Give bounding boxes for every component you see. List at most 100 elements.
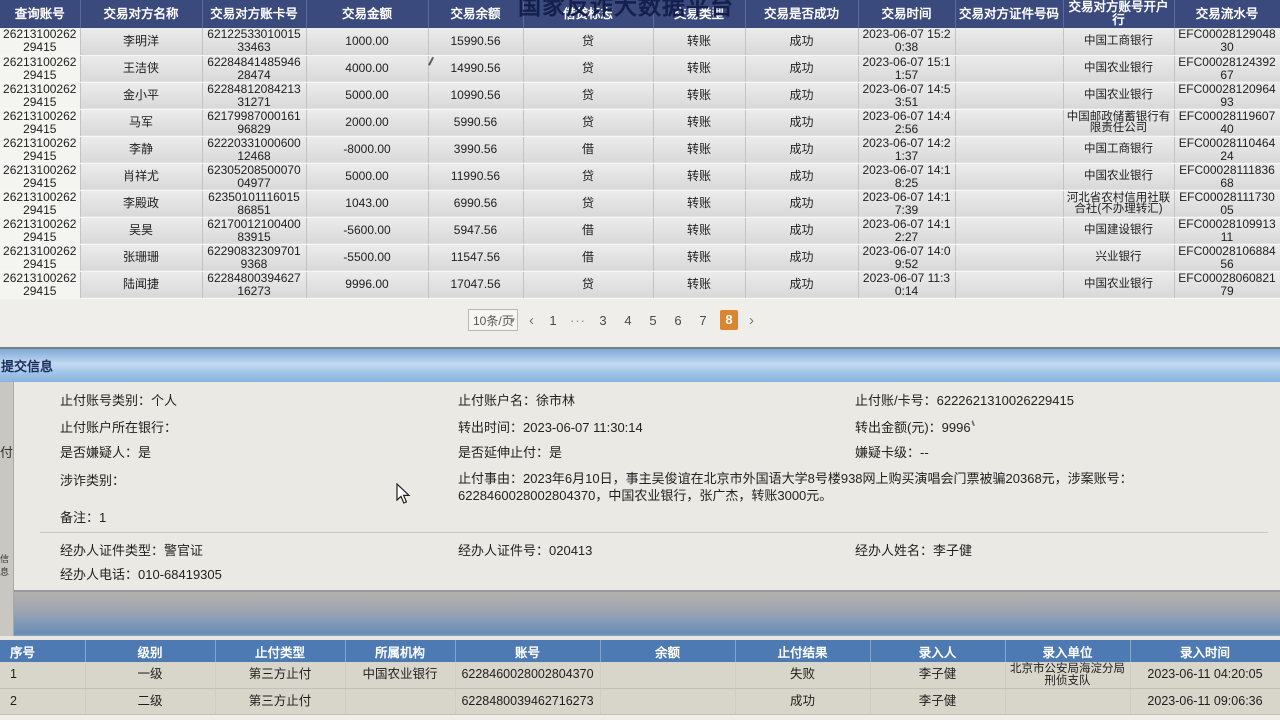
pagination-page[interactable]: 7 <box>699 312 707 328</box>
transaction-row: 2621310026229415 李静 6222033100060012468 -80… <box>0 136 1280 164</box>
info-field: 是否延伸止付：是 <box>458 445 563 460</box>
chevron-down-icon: ▾ <box>510 315 515 325</box>
cell: 2621310026229415 <box>0 190 81 218</box>
pagination: 10条/页 ▾ ‹ 1 ··· 3 4 5 6 7 8 › <box>0 302 1252 338</box>
page-size-label: 10条/页 <box>473 313 514 328</box>
info-field: 止付账/卡号：6222621310026229415 <box>855 393 1074 408</box>
info-field: 嫌疑卡级：-- <box>855 445 929 460</box>
cell: 成功 <box>745 163 859 191</box>
cell: EFC0002810991311 <box>1174 217 1280 245</box>
cell: 王洁侠 <box>80 55 203 83</box>
cell: 张珊珊 <box>80 244 203 272</box>
info-field: 经办人证件类型：警官证 <box>60 543 204 558</box>
pagination-prev-icon[interactable]: ‹ <box>529 311 534 329</box>
column-header: 交易余额 <box>428 0 524 28</box>
pagination-page[interactable]: 3 <box>599 312 607 328</box>
cell: 4000.00 <box>306 55 429 83</box>
info-field: 转出金额(元)：9996 <box>855 420 971 435</box>
transaction-row: 2621310026229415 李殿政 6235010111601586851 10… <box>0 190 1280 218</box>
cell: 成功 <box>745 55 859 83</box>
pagination-page[interactable]: 5 <box>649 312 657 328</box>
cell: EFC0002812904830 <box>1174 28 1280 56</box>
mouse-cursor <box>396 483 411 504</box>
cell: 11990.56 <box>428 163 524 191</box>
cell: 成功 <box>745 136 859 164</box>
cell: 中国农业银行 <box>1063 82 1175 110</box>
pagination-page[interactable]: 6 <box>674 312 682 328</box>
column-header: 级别 <box>85 640 216 662</box>
cell: 2621310026229415 <box>0 271 81 299</box>
cell: EFC0002812439267 <box>1174 55 1280 83</box>
cell: 马军 <box>80 109 203 137</box>
info-field: 是否嫌疑人：是 <box>60 445 152 460</box>
column-header: 交易是否成功 <box>745 0 859 28</box>
pagination-next-icon[interactable]: › <box>749 311 754 329</box>
cell: 5990.56 <box>428 109 524 137</box>
transaction-row: 2621310026229415 金小平 6228481208421331271 50… <box>0 82 1280 110</box>
cell: EFC0002811183668 <box>1174 163 1280 191</box>
cell: 转账 <box>653 190 746 218</box>
info-field: 转出时间：2023-06-07 11:30:14 <box>458 420 643 435</box>
column-header: 录入时间 <box>1130 640 1280 662</box>
page-size-select[interactable]: 10条/页 ▾ <box>468 309 518 331</box>
cell: 中国农业银行 <box>1063 55 1175 83</box>
cell: 2621310026229415 <box>0 55 81 83</box>
cell: 2 <box>0 688 86 715</box>
pagination-page[interactable]: 1 <box>549 312 557 328</box>
cell: 肖祥尤 <box>80 163 203 191</box>
cell: 6235010111601586851 <box>202 190 307 218</box>
cell: -5500.00 <box>306 244 429 272</box>
cell: 中国邮政储蓄银行有限责任公司 <box>1063 109 1175 137</box>
cell: 成功 <box>745 28 859 56</box>
pagination-current-page[interactable]: 8 <box>720 310 738 330</box>
cell: 6228460028002804370 <box>455 662 601 689</box>
transaction-row: 2621310026229415 肖祥尤 6230520850007004977 50… <box>0 163 1280 191</box>
cell <box>955 136 1064 164</box>
clipped-label: 付 <box>0 445 14 460</box>
cell: 北京市公安局海淀分局刑侦支队 <box>1005 662 1131 689</box>
cell: EFC0002810688456 <box>1174 244 1280 272</box>
info-field: 涉诈类别： <box>60 473 126 488</box>
cell <box>345 688 456 715</box>
cell: 2621310026229415 <box>0 82 81 110</box>
stop-payment-table-container: 序号 级别 止付类型 所属机构 账号 余额 止付结果 录入人 录入单位 录入时间 1 一级 第三方止付… <box>0 640 1280 715</box>
cell: 2023-06-07 15:11:57 <box>858 55 956 83</box>
pagination-page[interactable]: 4 <box>624 312 632 328</box>
cell: 河北省农村信用社联合社(不办理转汇) <box>1063 190 1175 218</box>
cell: 中国建设银行 <box>1063 217 1175 245</box>
stop-payment-row: 2 二级 第三方止付 6228480039462716273 成功 李子健 2023-06-… <box>0 688 1280 715</box>
cell: -5600.00 <box>306 217 429 245</box>
cell <box>955 28 1064 56</box>
cell: 转账 <box>653 55 746 83</box>
cell: 10990.56 <box>428 82 524 110</box>
cell: 2023-06-07 14:21:37 <box>858 136 956 164</box>
cell: 2621310026229415 <box>0 109 81 137</box>
cell: 2621310026229415 <box>0 28 81 56</box>
stop-payment-row: 1 一级 第三方止付 中国农业银行 6228460028002804370 失败 李子健 北京… <box>0 662 1280 689</box>
cell: 9996.00 <box>306 271 429 299</box>
cell: 贷 <box>523 28 654 56</box>
cell: 中国农业银行 <box>1063 271 1175 299</box>
column-header: 交易对方账卡号 <box>202 0 307 28</box>
cell <box>955 55 1064 83</box>
cell: 中国农业银行 <box>345 662 456 689</box>
cell: 兴业银行 <box>1063 244 1175 272</box>
cell: 借 <box>523 244 654 272</box>
cell: 6990.56 <box>428 190 524 218</box>
column-header: 交易金额 <box>306 0 429 28</box>
cell: 李静 <box>80 136 203 164</box>
stop-payment-header-row: 序号 级别 止付类型 所属机构 账号 余额 止付结果 录入人 录入单位 录入时间 <box>0 640 1280 662</box>
transaction-row: 2621310026229415 李明洋 6212253301001533463 10… <box>0 28 1280 56</box>
cell: 金小平 <box>80 82 203 110</box>
cell: 2023-06-07 14:42:56 <box>858 109 956 137</box>
cell: 转账 <box>653 244 746 272</box>
column-header: 交易对方账号开户行 <box>1063 0 1175 28</box>
column-header: 借贷标志 <box>523 0 654 28</box>
cell: 成功 <box>745 244 859 272</box>
cell: EFC0002811960740 <box>1174 109 1280 137</box>
cell: EFC0002811173005 <box>1174 190 1280 218</box>
section-divider <box>0 347 1280 349</box>
cell: 6212253301001533463 <box>202 28 307 56</box>
cell <box>600 662 736 689</box>
stop-payment-header-bar <box>0 592 1280 636</box>
